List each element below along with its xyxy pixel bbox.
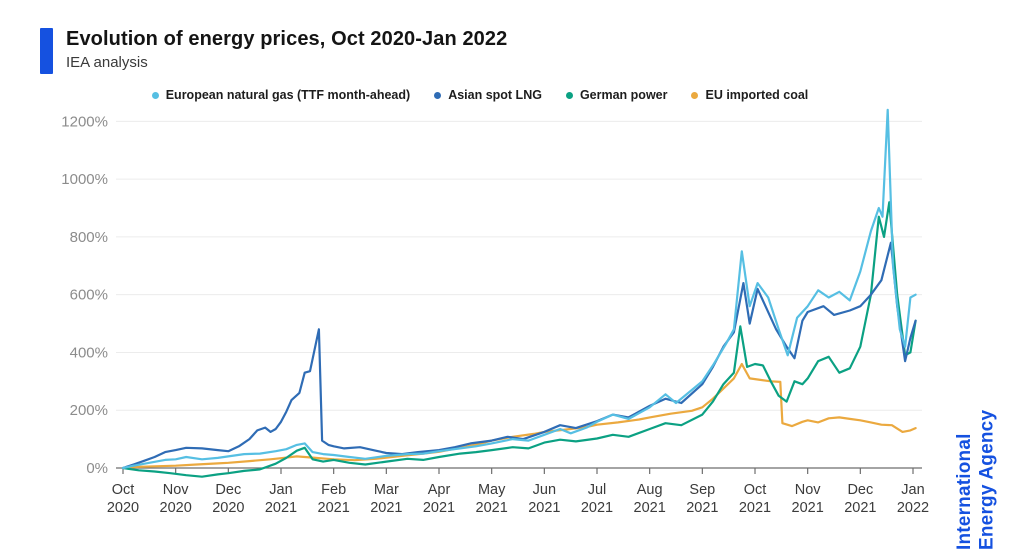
- x-tick-label-year: 2021: [739, 500, 771, 516]
- x-tick-label-year: 2021: [318, 500, 350, 516]
- x-tick-label-month: Mar: [374, 482, 399, 498]
- x-tick-label-month: Aug: [637, 482, 663, 498]
- x-tick-label-month: Jul: [588, 482, 607, 498]
- page-title: Evolution of energy prices, Oct 2020-Jan…: [66, 28, 508, 50]
- y-tick-label: 600%: [70, 287, 108, 304]
- x-tick-label-year: 2021: [265, 500, 297, 516]
- chart-header: Evolution of energy prices, Oct 2020-Jan…: [40, 28, 507, 74]
- x-tick-label-year: 2022: [897, 500, 929, 516]
- page-subtitle: IEA analysis: [66, 54, 148, 71]
- x-tick-label-year: 2020: [107, 500, 139, 516]
- iea-watermark: International Energy Agency: [954, 332, 999, 550]
- chart-legend: European natural gas (TTF month-ahead) As…: [0, 88, 960, 102]
- x-tick-label-year: 2021: [370, 500, 402, 516]
- x-tick-label-year: 2021: [844, 500, 876, 516]
- series-line: [121, 201, 917, 478]
- legend-dot-icon: [434, 91, 442, 99]
- y-tick-label: 0%: [86, 460, 108, 477]
- y-tick-label: 800%: [70, 229, 108, 246]
- x-tick-label-year: 2021: [476, 500, 508, 516]
- y-tick-label: 1200%: [61, 113, 108, 130]
- legend-item: European natural gas (TTF month-ahead): [151, 88, 411, 102]
- watermark-line2: Energy Agency: [976, 409, 998, 550]
- x-tick-label-month: Jun: [533, 482, 556, 498]
- y-tick-label: 200%: [70, 402, 108, 419]
- legend-dot-icon: [565, 91, 573, 99]
- x-tick-label-month: Nov: [795, 482, 822, 498]
- series-line: [121, 241, 917, 470]
- legend-label: German power: [579, 88, 668, 102]
- y-tick-label: 1000%: [61, 171, 108, 188]
- x-tick-label-month: Oct: [112, 482, 135, 498]
- x-tick-label-year: 2021: [686, 500, 718, 516]
- series-line: [121, 362, 917, 470]
- x-tick-label-month: Dec: [847, 482, 873, 498]
- x-tick-label-month: Jan: [901, 482, 924, 498]
- x-tick-label-month: Nov: [163, 482, 190, 498]
- header-text: Evolution of energy prices, Oct 2020-Jan…: [66, 28, 507, 71]
- accent-bar: [40, 28, 53, 74]
- x-tick-label-year: 2020: [160, 500, 192, 516]
- x-tick-label-year: 2021: [634, 500, 666, 516]
- legend-dot-icon: [691, 91, 699, 99]
- x-tick-label-month: Dec: [215, 482, 241, 498]
- legend-dot-icon: [151, 91, 159, 99]
- x-tick-label-year: 2020: [212, 500, 244, 516]
- legend-label: Asian spot LNG: [448, 88, 542, 102]
- x-tick-label-year: 2021: [528, 500, 560, 516]
- legend-item: German power: [565, 88, 668, 102]
- x-tick-label-year: 2021: [581, 500, 613, 516]
- y-tick-label: 400%: [70, 344, 108, 361]
- legend-item: Asian spot LNG: [434, 88, 542, 102]
- legend-item: EU imported coal: [691, 88, 808, 102]
- series-line: [121, 108, 917, 470]
- x-tick-label-month: May: [478, 482, 506, 498]
- x-tick-label-month: Sep: [689, 482, 715, 498]
- x-tick-label-month: Feb: [321, 482, 346, 498]
- x-tick-label-month: Jan: [269, 482, 292, 498]
- x-tick-label-month: Apr: [428, 482, 451, 498]
- legend-label: EU imported coal: [705, 88, 809, 102]
- x-tick-label-year: 2021: [792, 500, 824, 516]
- legend-label: European natural gas (TTF month-ahead): [165, 88, 411, 102]
- x-tick-label-year: 2021: [423, 500, 455, 516]
- x-tick-label-month: Oct: [744, 482, 767, 498]
- watermark-line1: International: [954, 433, 975, 550]
